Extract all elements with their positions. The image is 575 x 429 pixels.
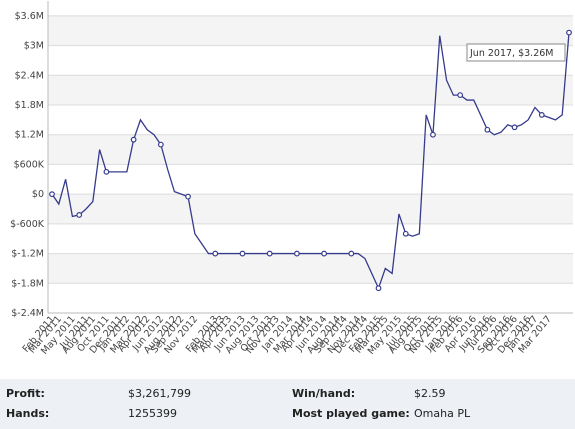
point-marker [457, 92, 464, 98]
grid-band [48, 134, 573, 165]
stat-value: $3,261,799 [128, 387, 191, 400]
y-tick-label: $0 [32, 189, 44, 200]
point-marker [375, 285, 382, 292]
grid-band [48, 253, 573, 284]
point-marker [511, 124, 518, 131]
point-marker [266, 250, 273, 257]
point-marker [402, 230, 409, 237]
y-tick-label: $1.8M [15, 100, 44, 111]
point-marker [103, 168, 110, 175]
point-marker [130, 136, 137, 143]
y-tick-label: $3M [24, 41, 44, 52]
grid-band [48, 75, 573, 105]
y-tick-label: $600K [14, 159, 45, 170]
stat-label: Profit: [6, 387, 45, 400]
point-marker [566, 29, 572, 36]
y-tick-label: $-600K [10, 219, 45, 230]
point-marker [185, 193, 191, 200]
tooltip-box [466, 43, 566, 62]
y-tick-label: $3.6M [15, 11, 44, 22]
point-marker [430, 131, 436, 138]
point-marker [293, 250, 300, 257]
y-tick-label: $-2.4M [11, 308, 44, 319]
point-marker [321, 250, 328, 257]
point-marker [484, 126, 491, 133]
point-marker [76, 212, 83, 218]
point-marker [239, 250, 246, 257]
y-tick-label: $-1.2M [11, 249, 44, 260]
y-tick-label: $2.4M [15, 70, 44, 81]
tooltip: Jun 2017, $3.26M [466, 43, 566, 62]
tooltip-text: Jun 2017, $3.26M [469, 48, 553, 59]
stat-value: $2.59 [414, 387, 446, 400]
grid-band [48, 15, 573, 46]
grid-band [48, 194, 573, 224]
stat-label: Hands: [6, 407, 50, 420]
chart: $-2.4M $-1.8M $-1.2M $-600K $0 $600K $1.2M $1.8… [10, 1, 573, 357]
point-marker [348, 250, 355, 257]
y-tick-label: $-1.8M [11, 278, 44, 289]
stat-label: Most played game: [292, 407, 410, 420]
point-marker [538, 112, 545, 118]
stat-value: 1255399 [128, 407, 177, 420]
stat-label: Win/hand: [292, 387, 356, 400]
y-tick-label: $1.2M [15, 130, 44, 141]
point-marker [49, 191, 55, 198]
point-marker [157, 141, 164, 148]
stats-panel: Profit: $3,261,799 Win/hand: $2.59 Hands: 125… [0, 379, 575, 429]
stat-value: Omaha PL [414, 407, 471, 420]
point-marker [212, 250, 219, 257]
line [51, 32, 570, 290]
